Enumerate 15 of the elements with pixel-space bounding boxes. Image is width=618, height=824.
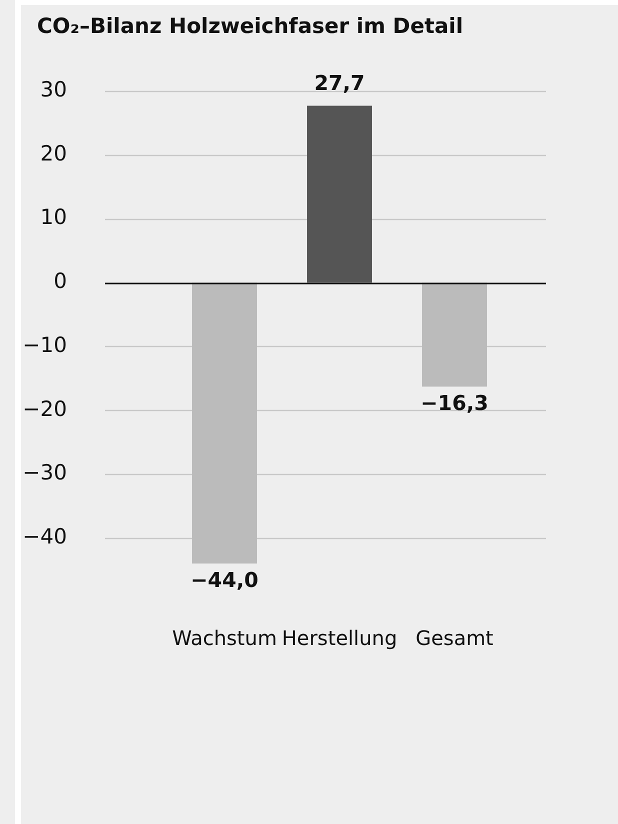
y-tick-label: 10 [40,205,67,230]
y-tick-label: 30 [40,77,67,102]
x-tick-label: Herstellung [282,626,398,650]
chart-title: CO₂–Bilanz Holzweichfaser im Detail [37,14,464,40]
y-tick-label: −40 [22,524,67,548]
x-tick-label: Wachstum [172,626,277,650]
y-tick-label: −10 [22,332,67,357]
data-label: −16,3 [420,391,488,416]
data-label: 27,7 [314,70,365,95]
y-tick-label: 20 [40,141,67,166]
y-tick-label: 0 [54,269,67,294]
y-tick-label: −20 [22,396,67,421]
data-label: −44,0 [190,568,258,592]
x-tick-label: Gesamt [416,626,494,650]
y-tick-label: −30 [22,460,67,485]
